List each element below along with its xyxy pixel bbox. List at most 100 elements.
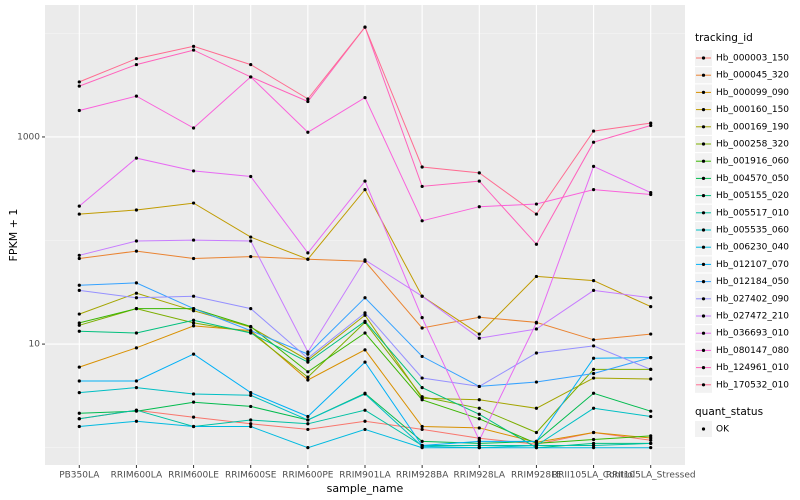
data-point: [420, 446, 424, 450]
data-point: [591, 338, 596, 342]
legend-key-point: [701, 228, 706, 232]
data-point: [77, 323, 81, 327]
data-point: [134, 408, 139, 412]
legend-key-point: [701, 297, 706, 301]
legend-label: Hb_005155_020: [716, 191, 789, 201]
data-point: [591, 279, 596, 283]
data-point: [249, 424, 253, 429]
data-point: [534, 406, 539, 410]
legend-label: Hb_027402_090: [716, 294, 789, 304]
data-point: [363, 319, 367, 323]
data-point: [591, 367, 596, 371]
data-point: [249, 254, 253, 259]
data-point: [591, 437, 596, 442]
data-point: [249, 235, 253, 239]
data-point: [306, 251, 310, 255]
data-point: [249, 418, 253, 422]
point-legend-label: OK: [716, 425, 730, 435]
data-point: [363, 392, 367, 396]
legend-label: Hb_012184_050: [716, 277, 789, 287]
data-point: [134, 156, 139, 160]
data-point: [420, 443, 424, 448]
point-legend-title: quant_status: [695, 406, 763, 418]
legend-key-point: [701, 159, 706, 163]
data-point: [649, 332, 653, 336]
data-point: [591, 164, 596, 168]
data-point: [249, 75, 253, 79]
data-point: [477, 417, 481, 421]
data-point: [363, 313, 367, 317]
data-point: [191, 294, 196, 298]
data-point: [477, 398, 481, 402]
legend-label: Hb_000045_320: [716, 71, 789, 81]
data-point: [249, 239, 253, 243]
x-tick-label: RRII105LA_Control: [552, 471, 635, 481]
data-point: [420, 439, 424, 443]
data-point: [191, 48, 196, 52]
data-point: [591, 356, 596, 360]
data-point: [363, 408, 367, 412]
data-point: [591, 430, 596, 435]
data-point: [363, 311, 367, 315]
data-point: [649, 438, 653, 442]
data-point: [306, 352, 310, 356]
data-point: [249, 174, 253, 179]
legend-key-point: [701, 73, 706, 77]
data-point: [420, 316, 424, 320]
legend-label: Hb_027472_210: [716, 312, 789, 322]
data-point: [134, 281, 139, 285]
data-point: [649, 296, 653, 300]
data-point: [591, 129, 596, 133]
data-point: [306, 370, 310, 374]
data-point: [191, 424, 196, 429]
data-point: [77, 288, 81, 292]
legend-key-point: [701, 280, 706, 284]
legend-label: Hb_001916_060: [716, 157, 789, 167]
data-point: [77, 424, 81, 429]
data-point: [591, 376, 596, 380]
data-point: [363, 296, 367, 300]
data-point: [477, 446, 481, 450]
legend-key-point: [701, 348, 706, 352]
legend-label: Hb_000099_090: [716, 88, 789, 98]
data-point: [649, 305, 653, 309]
data-point: [77, 283, 81, 287]
data-point: [534, 380, 539, 384]
data-point: [249, 393, 253, 397]
data-point: [591, 140, 596, 144]
data-point: [191, 318, 196, 322]
data-point: [249, 62, 253, 67]
data-point: [649, 121, 653, 125]
data-point: [306, 414, 310, 419]
data-point: [363, 258, 367, 262]
x-tick-label: RRII105LA_Stressed: [606, 471, 696, 481]
data-point: [134, 386, 139, 390]
data-point: [420, 424, 424, 429]
legend-key-point: [701, 366, 706, 370]
data-point: [191, 44, 196, 48]
data-point: [649, 192, 653, 197]
legend-key-point: [701, 176, 706, 180]
data-point: [363, 95, 367, 100]
legend-label: Hb_005517_010: [716, 208, 789, 218]
data-point: [306, 257, 310, 261]
data-point: [134, 346, 139, 350]
data-point: [306, 356, 310, 360]
data-point: [420, 294, 424, 298]
y-tick-label: 10: [29, 340, 41, 350]
data-point: [534, 242, 539, 246]
data-point: [534, 327, 539, 331]
data-point: [420, 427, 424, 432]
data-point: [420, 219, 424, 223]
data-point: [591, 188, 596, 192]
data-point: [363, 427, 367, 432]
legend-key-point: [701, 56, 706, 60]
data-point: [534, 274, 539, 279]
data-point: [363, 348, 367, 352]
data-point: [306, 422, 310, 426]
data-point: [77, 379, 81, 383]
x-tick-label: RRIM600LE: [168, 471, 219, 481]
legend-key-point: [701, 383, 706, 387]
legend-label: Hb_000258_320: [716, 140, 789, 150]
data-point: [477, 179, 481, 183]
